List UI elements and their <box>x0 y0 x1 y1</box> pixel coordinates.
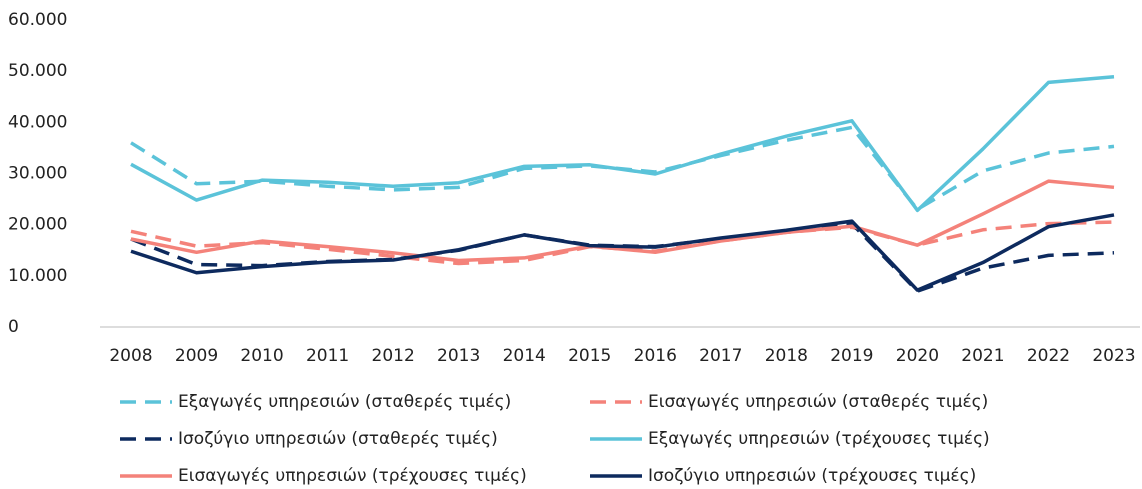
y-tick-label: 60.000 <box>8 10 67 30</box>
x-tick-label: 2011 <box>306 346 349 366</box>
x-tick-label: 2012 <box>372 346 415 366</box>
x-tick-label: 2010 <box>240 346 283 366</box>
line-series <box>130 179 1115 263</box>
legend-label: Εισαγωγές υπηρεσιών (τρέχουσες τιμές) <box>178 466 527 486</box>
legend-label: Εισαγωγές υπηρεσιών (σταθερές τιμές) <box>648 392 988 412</box>
y-tick-label: 50.000 <box>8 61 67 81</box>
line-series <box>130 220 1115 266</box>
line-series <box>130 221 1115 293</box>
x-tick-label: 2014 <box>503 346 546 366</box>
x-tick-label: 2021 <box>961 346 1004 366</box>
legend-label: Ισοζύγιο υπηρεσιών (τρέχουσες τιμές) <box>648 466 976 486</box>
y-tick-label: 30.000 <box>8 164 67 184</box>
line-series <box>130 75 1115 213</box>
x-tick-label: 2008 <box>109 346 152 366</box>
y-tick-label: 10.000 <box>8 266 67 286</box>
legend-label: Ισοζύγιο υπηρεσιών (σταθερές τιμές) <box>178 429 498 449</box>
x-tick-label: 2017 <box>699 346 742 366</box>
legend-label: Εξαγωγές υπηρεσιών (τρέχουσες τιμές) <box>648 429 990 449</box>
x-tick-label: 2013 <box>437 346 480 366</box>
x-tick-label: 2020 <box>896 346 939 366</box>
y-tick-label: 20.000 <box>8 215 67 235</box>
x-tick-label: 2016 <box>634 346 677 366</box>
x-tick-label: 2018 <box>765 346 808 366</box>
y-tick-label: 40.000 <box>8 112 67 132</box>
y-tick-label: 0 <box>8 317 19 337</box>
x-tick-label: 2023 <box>1092 346 1135 366</box>
x-tick-label: 2015 <box>568 346 611 366</box>
x-tick-label: 2019 <box>830 346 873 366</box>
x-tick-label: 2022 <box>1027 346 1070 366</box>
legend-label: Εξαγωγές υπηρεσιών (σταθερές τιμές) <box>178 392 511 412</box>
x-tick-label: 2009 <box>175 346 218 366</box>
line-series <box>130 213 1115 292</box>
